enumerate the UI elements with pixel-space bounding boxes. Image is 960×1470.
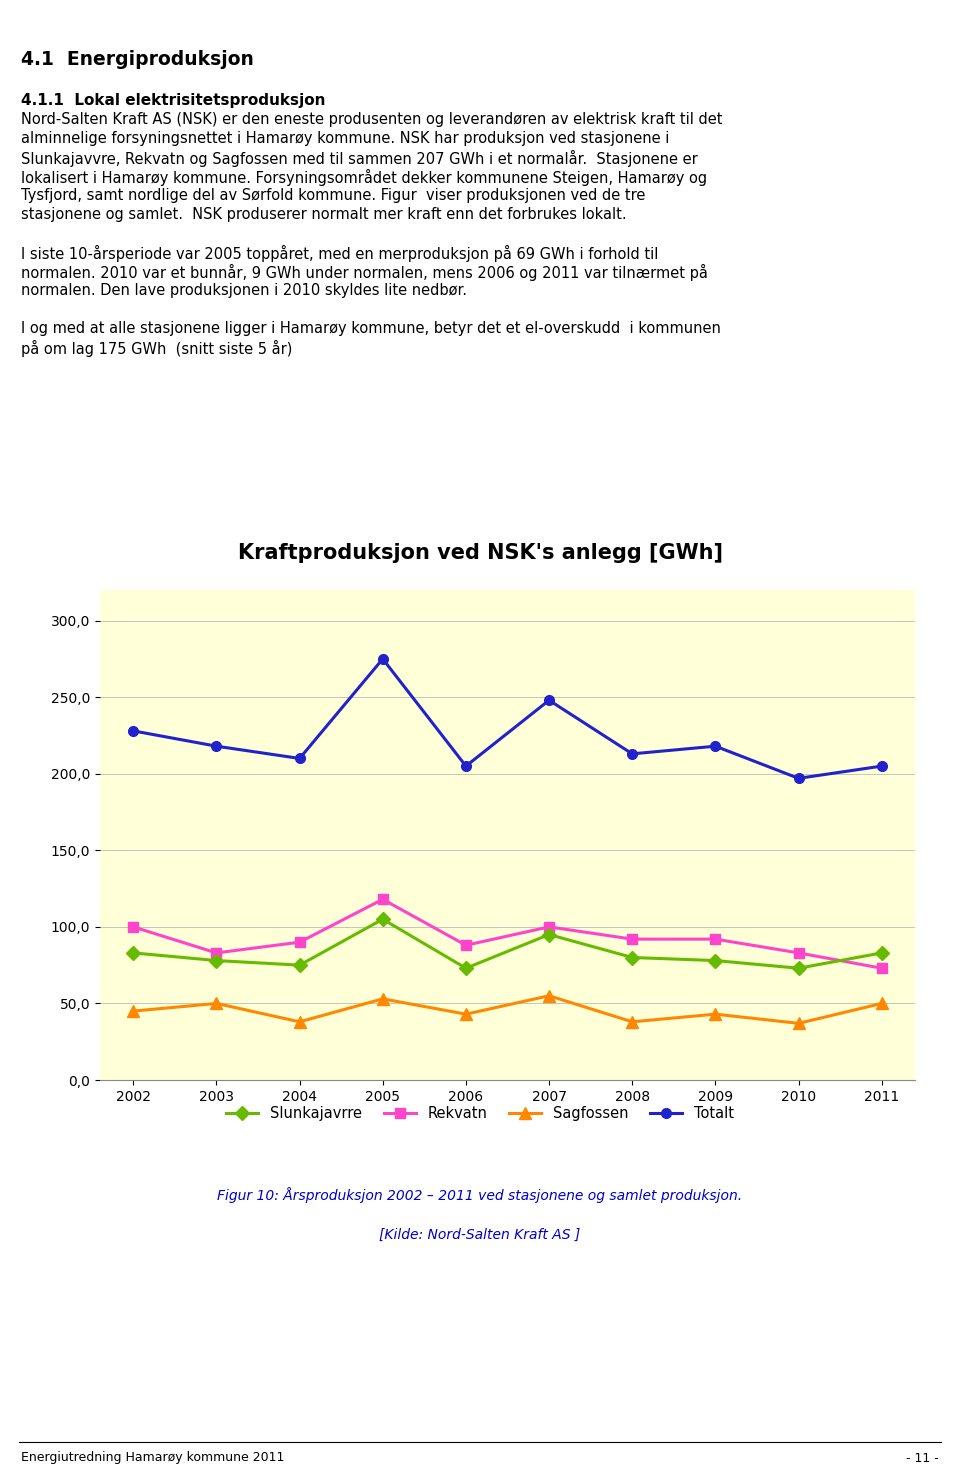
Text: normalen. Den lave produksjonen i 2010 skyldes lite nedbør.: normalen. Den lave produksjonen i 2010 s… bbox=[21, 282, 468, 298]
Text: Slunkajavvre, Rekvatn og Sagfossen med til sammen 207 GWh i et normalår.  Stasjo: Slunkajavvre, Rekvatn og Sagfossen med t… bbox=[21, 150, 698, 168]
Text: Tysfjord, samt nordlige del av Sørfold kommune. Figur  viser produksjonen ved de: Tysfjord, samt nordlige del av Sørfold k… bbox=[21, 188, 645, 203]
Legend: Slunkajavrre, Rekvatn, Sagfossen, Totalt: Slunkajavrre, Rekvatn, Sagfossen, Totalt bbox=[220, 1100, 740, 1126]
Text: lokalisert i Hamarøy kommune. Forsyningsområdet dekker kommunene Steigen, Hamarø: lokalisert i Hamarøy kommune. Forsynings… bbox=[21, 169, 708, 185]
Text: på om lag 175 GWh  (snitt siste 5 år): på om lag 175 GWh (snitt siste 5 år) bbox=[21, 340, 293, 357]
Text: Figur 10: Årsproduksjon 2002 – 2011 ved stasjonene og samlet produksjon.: Figur 10: Årsproduksjon 2002 – 2011 ved … bbox=[217, 1186, 743, 1202]
Text: I siste 10-årsperiode var 2005 toppåret, med en merproduksjon på 69 GWh i forhol: I siste 10-årsperiode var 2005 toppåret,… bbox=[21, 245, 659, 262]
Text: 4.1  Energiproduksjon: 4.1 Energiproduksjon bbox=[21, 50, 254, 69]
Text: stasjonene og samlet.  NSK produserer normalt mer kraft enn det forbrukes lokalt: stasjonene og samlet. NSK produserer nor… bbox=[21, 207, 627, 222]
Text: Energiutredning Hamarøy kommune 2011: Energiutredning Hamarøy kommune 2011 bbox=[21, 1451, 284, 1464]
Text: - 11 -: - 11 - bbox=[906, 1451, 939, 1464]
Text: I og med at alle stasjonene ligger i Hamarøy kommune, betyr det et el-overskudd : I og med at alle stasjonene ligger i Ham… bbox=[21, 320, 721, 337]
Text: Kraftproduksjon ved NSK's anlegg [GWh]: Kraftproduksjon ved NSK's anlegg [GWh] bbox=[237, 542, 723, 563]
Text: alminnelige forsyningsnettet i Hamarøy kommune. NSK har produksjon ved stasjonen: alminnelige forsyningsnettet i Hamarøy k… bbox=[21, 131, 669, 146]
Text: 4.1.1  Lokal elektrisitetsproduksjon: 4.1.1 Lokal elektrisitetsproduksjon bbox=[21, 93, 325, 107]
Text: 4  ENERGISTATUS HAMARØY: 4 ENERGISTATUS HAMARØY bbox=[12, 7, 331, 26]
Text: [Kilde: Nord-Salten Kraft AS ]: [Kilde: Nord-Salten Kraft AS ] bbox=[379, 1227, 581, 1242]
Text: normalen. 2010 var et bunnår, 9 GWh under normalen, mens 2006 og 2011 var tilnær: normalen. 2010 var et bunnår, 9 GWh unde… bbox=[21, 265, 708, 281]
Text: Nord-Salten Kraft AS (NSK) er den eneste produsenten og leverandøren av elektris: Nord-Salten Kraft AS (NSK) er den eneste… bbox=[21, 112, 723, 126]
